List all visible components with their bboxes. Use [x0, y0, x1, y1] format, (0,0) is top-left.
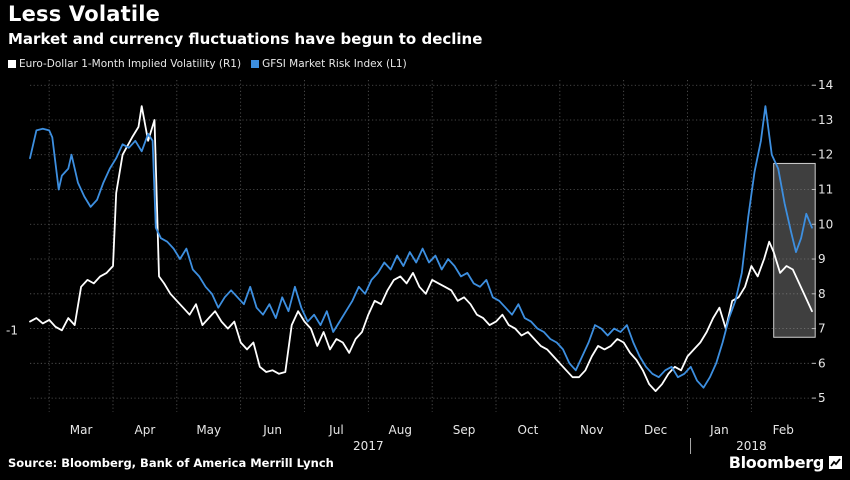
source-note: Source: Bloomberg, Bank of America Merri…: [8, 456, 334, 470]
right-axis-tick-label: 12: [818, 148, 833, 162]
right-axis-tick-label: 11: [818, 183, 833, 197]
right-axis-tick-label: 8: [818, 287, 826, 301]
x-axis-month-label: Jun: [262, 423, 282, 437]
axis-layer: 5 6 7 8 9 10 11 12 13 14 -1 Mar Apr May Jun Jul Aug Sep Oc…: [6, 78, 833, 454]
x-axis-month-label: Jul: [328, 423, 343, 437]
x-axis-month-label: Sep: [453, 423, 476, 437]
series-line-eurusd-vol: [29, 105, 813, 392]
legend-swatch-white: [8, 60, 16, 68]
x-axis-month-label: Apr: [135, 423, 156, 437]
x-axis-month-label: Jan: [709, 423, 729, 437]
right-axis-tick-label: 7: [818, 322, 826, 336]
left-axis-tick-label: -1: [6, 323, 18, 337]
legend-label-gfsi: GFSI Market Risk Index (L1): [262, 58, 407, 70]
highlight-box: [773, 162, 816, 338]
right-axis-tick-label: 6: [818, 356, 826, 370]
legend-item-eurusd-vol[interactable]: Euro-Dollar 1-Month Implied Volatility (…: [8, 58, 241, 70]
highlight-box-layer: [773, 162, 816, 338]
x-axis-year-label: 2017: [353, 439, 384, 453]
page-subtitle: Market and currency fluctuations have be…: [8, 30, 483, 48]
right-axis-tick-label: 14: [818, 78, 833, 92]
right-axis-tick-label: 9: [818, 252, 826, 266]
legend-item-gfsi[interactable]: GFSI Market Risk Index (L1): [251, 58, 407, 70]
x-axis-month-label: Nov: [580, 423, 603, 437]
x-axis-month-label: Oct: [518, 423, 539, 437]
right-axis-tick-label: 10: [818, 217, 833, 231]
right-axis-tick-label: 13: [818, 113, 833, 127]
legend-swatch-blue: [251, 60, 260, 68]
series-line-gfsi: [29, 105, 813, 389]
right-axis-tick-label: 5: [818, 391, 826, 405]
x-axis-year-label: 2018: [736, 439, 767, 453]
grid-layer: [30, 80, 812, 412]
x-axis-month-label: May: [196, 423, 221, 437]
page-title: Less Volatile: [8, 2, 161, 26]
bloomberg-logo-icon: [829, 456, 842, 469]
bloomberg-logo: Bloomberg: [728, 453, 825, 472]
x-axis-month-label: Mar: [70, 423, 93, 437]
x-axis-month-label: Aug: [389, 423, 412, 437]
series-layer: [29, 105, 813, 392]
x-axis-month-label: Dec: [644, 423, 667, 437]
legend-label-eurusd-vol: Euro-Dollar 1-Month Implied Volatility (…: [19, 58, 242, 70]
x-axis-month-label: Feb: [773, 423, 794, 437]
chart-legend: Euro-Dollar 1-Month Implied Volatility (…: [8, 58, 407, 70]
